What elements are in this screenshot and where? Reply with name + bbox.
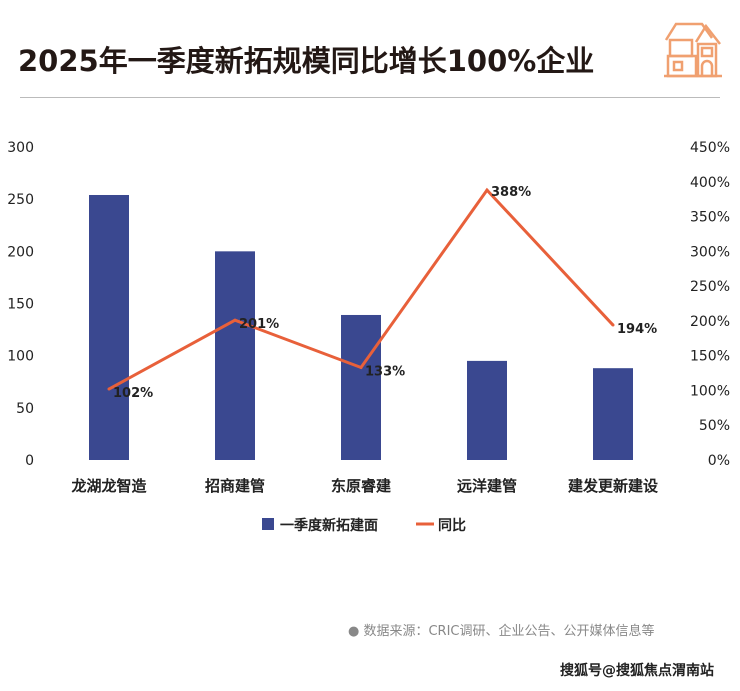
bar	[89, 194, 129, 460]
right-tick-label: 300%	[690, 244, 730, 260]
category-label: 招商建管	[205, 477, 265, 495]
bar	[341, 314, 381, 460]
left-tick-label: 150	[7, 297, 34, 313]
line-point	[107, 387, 111, 391]
category-label: 远洋建管	[457, 477, 517, 495]
bar	[215, 251, 255, 460]
line-point	[233, 318, 237, 322]
right-tick-label: 250%	[690, 279, 730, 295]
left-tick-label: 300	[7, 140, 34, 156]
watermark-credit: 搜狐号@搜狐焦点渭南站	[560, 663, 714, 679]
right-tick-label: 150%	[690, 349, 730, 365]
line-point	[359, 365, 363, 369]
right-tick-label: 200%	[690, 314, 730, 330]
bar	[467, 360, 507, 460]
data-label: 388%	[491, 185, 531, 200]
house-icon	[664, 22, 722, 78]
line-point	[485, 188, 489, 192]
category-label: 建发更新建设	[568, 477, 658, 495]
category-label: 龙湖龙智造	[70, 477, 146, 495]
left-tick-label: 100	[7, 349, 34, 365]
left-tick-label: 200	[7, 244, 34, 260]
left-tick-label: 50	[16, 401, 34, 417]
right-tick-label: 50%	[699, 418, 730, 434]
data-label: 201%	[239, 317, 279, 332]
right-tick-label: 450%	[690, 140, 730, 156]
legend-label-line: 同比	[438, 517, 466, 534]
bar	[593, 368, 633, 460]
right-tick-label: 100%	[690, 383, 730, 399]
right-tick-label: 0%	[708, 453, 730, 469]
legend-label-bar: 一季度新拓建面	[280, 517, 378, 534]
left-tick-label: 250	[7, 192, 34, 208]
source-note: ● 数据来源：CRIC调研、企业公告、公开媒体信息等	[348, 624, 655, 639]
divider	[20, 97, 720, 98]
left-tick-label: 0	[25, 453, 34, 469]
data-label: 102%	[113, 386, 153, 401]
line-point	[611, 323, 615, 327]
combo-chart: 0 50 100 150 200 250 300 0% 50% 100% 150% 200% 250% 3…	[7, 140, 730, 534]
data-label: 133%	[365, 364, 405, 379]
category-label: 东原睿建	[331, 477, 392, 495]
right-tick-label: 400%	[690, 175, 730, 191]
legend-swatch-bar	[262, 518, 274, 530]
right-tick-label: 350%	[690, 210, 730, 226]
data-label: 194%	[617, 322, 657, 337]
page-title: 2025年一季度新拓规模同比增长100%企业	[18, 44, 595, 78]
